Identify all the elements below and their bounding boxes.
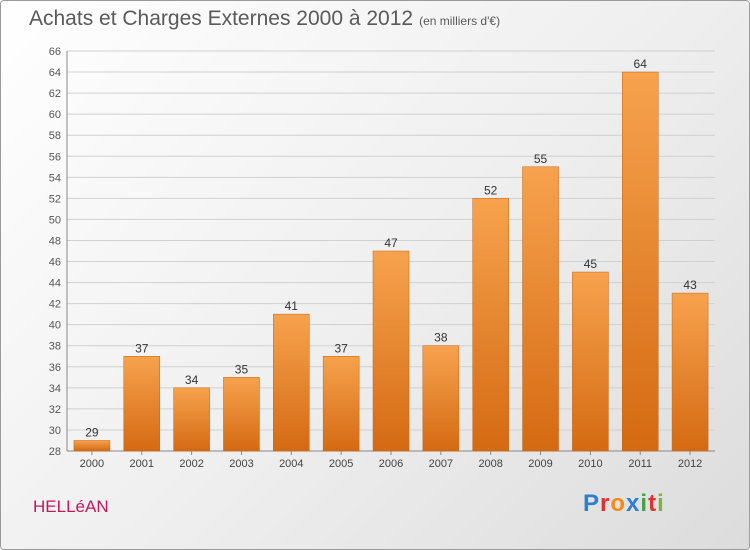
y-tick-label: 60: [49, 109, 61, 121]
x-tick-label: 2008: [478, 458, 502, 470]
bar: [422, 345, 460, 452]
y-tick-label: 48: [49, 235, 61, 247]
x-tick-label: 2004: [279, 458, 303, 470]
logo-letter: t: [648, 490, 658, 517]
x-tick-label: 2009: [528, 458, 552, 470]
logo-letter: x: [626, 490, 641, 517]
bar: [472, 198, 509, 452]
bar: [572, 271, 609, 452]
data-label: 43: [683, 278, 697, 292]
chart-subtitle: (en milliers d'€): [419, 14, 501, 28]
y-tick-label: 38: [49, 341, 61, 353]
data-label: 35: [235, 362, 249, 376]
bar: [223, 377, 260, 452]
y-tick-label: 44: [49, 278, 61, 290]
y-tick-label: 40: [49, 320, 61, 332]
bar: [671, 292, 709, 452]
data-label: 52: [484, 183, 498, 197]
bar: [621, 71, 659, 452]
data-label: 34: [185, 373, 199, 387]
data-label: 37: [334, 341, 348, 355]
x-tick-label: 2003: [229, 458, 253, 470]
data-label: 38: [434, 331, 448, 345]
y-tick-label: 30: [49, 425, 61, 437]
logo-letter: i: [657, 490, 665, 517]
data-label: 55: [534, 152, 548, 166]
x-tick-label: 2011: [628, 458, 652, 470]
commune-name: HELLéAN: [33, 497, 109, 516]
y-tick-label: 58: [49, 130, 61, 142]
chart-title-text: Achats et Charges Externes 2000 à 2012: [29, 7, 414, 30]
bar: [522, 166, 559, 452]
chart-title: Achats et Charges Externes 2000 à 2012 (e…: [29, 7, 500, 31]
logo-letter: r: [600, 490, 611, 517]
x-tick-label: 2006: [379, 458, 403, 470]
logo-letter: o: [610, 490, 627, 517]
y-tick-label: 32: [49, 404, 61, 416]
y-tick-label: 34: [49, 383, 61, 395]
x-tick-label: 2001: [130, 458, 154, 470]
y-tick-label: 36: [49, 362, 61, 374]
data-label: 29: [85, 425, 99, 439]
data-label: 64: [634, 57, 648, 71]
x-tick-label: 2007: [429, 458, 453, 470]
data-label: 47: [384, 236, 398, 250]
y-tick-label: 42: [49, 299, 61, 311]
bar: [123, 356, 161, 452]
x-tick-label: 2010: [578, 458, 602, 470]
logo-letter: P: [583, 490, 601, 517]
bar: [322, 356, 360, 452]
x-tick-label: 2005: [329, 458, 353, 470]
y-tick-label: 64: [49, 67, 61, 79]
data-label: 41: [285, 299, 299, 313]
x-tick-label: 2012: [678, 458, 702, 470]
logo-letter: i: [640, 490, 649, 517]
y-tick-label: 52: [49, 193, 61, 205]
y-tick-label: 66: [49, 46, 61, 58]
bar: [372, 250, 410, 452]
data-label: 45: [584, 257, 598, 271]
y-tick-label: 56: [49, 151, 61, 163]
y-tick-label: 62: [49, 88, 61, 100]
x-tick-label: 2002: [179, 458, 203, 470]
y-tick-label: 46: [49, 257, 61, 269]
x-tick-label: 2000: [80, 458, 104, 470]
y-tick-label: 50: [49, 214, 61, 226]
y-tick-label: 54: [49, 172, 61, 184]
y-tick-label: 28: [49, 446, 61, 458]
data-label: 37: [135, 341, 149, 355]
proxiti-logo: Proxiti: [583, 490, 665, 518]
bar: [173, 387, 210, 452]
bar: [273, 313, 310, 452]
bar: [73, 440, 111, 452]
